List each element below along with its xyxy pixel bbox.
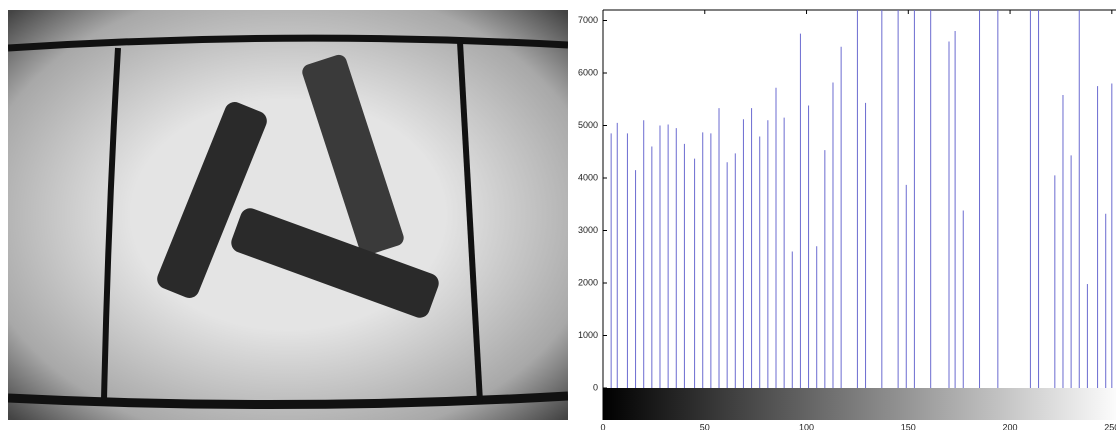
photo — [8, 10, 568, 420]
x-tick-label: 100 — [799, 422, 814, 430]
x-tick-label: 50 — [700, 422, 710, 430]
page: 0 1000 2000 3000 4000 5000 6000 7000 0 50 100 150 20… — [0, 0, 1116, 430]
x-tick-label: 0 — [600, 422, 605, 430]
colorbar — [603, 388, 1116, 420]
y-tick-label: 5000 — [578, 120, 598, 130]
x-tick-label: 200 — [1003, 422, 1018, 430]
y-tick-label: 6000 — [578, 67, 598, 77]
x-tick-label: 150 — [901, 422, 916, 430]
x-tick-label: 250 — [1104, 422, 1116, 430]
figure: 0 1000 2000 3000 4000 5000 6000 7000 0 50 100 150 20… — [0, 0, 1116, 430]
y-tick-label: 4000 — [578, 172, 598, 182]
y-tick-label: 1000 — [578, 330, 598, 340]
y-tick-label: 7000 — [578, 15, 598, 25]
y-tick-label: 3000 — [578, 225, 598, 235]
y-tick-label: 0 — [593, 382, 598, 392]
stems — [611, 0, 1112, 388]
y-tick-label: 2000 — [578, 277, 598, 287]
